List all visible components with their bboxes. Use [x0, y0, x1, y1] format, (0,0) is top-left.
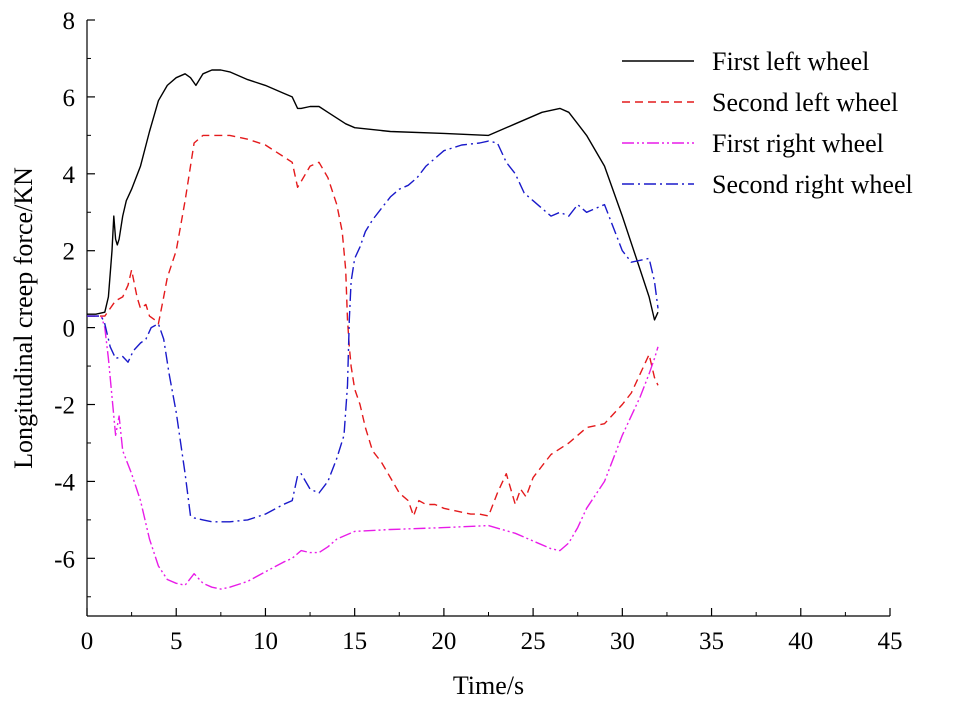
x-tick-label: 10 [253, 628, 278, 655]
y-ticks: -6 -4 -2 0 2 4 6 8 [54, 8, 95, 598]
y-tick-label: -4 [54, 469, 75, 496]
y-axis-label: Longitudinal creep force/KN [9, 167, 38, 469]
x-tick-label: 5 [170, 628, 183, 655]
x-tick-label: 25 [521, 628, 546, 655]
y-tick-label: 2 [63, 239, 76, 266]
x-tick-label: 40 [788, 628, 813, 655]
series-line-2 [87, 134, 659, 517]
x-tick-label: 20 [431, 628, 456, 655]
y-tick-label: -6 [54, 546, 75, 573]
series-line-4 [87, 140, 659, 523]
x-tick-label: 15 [342, 628, 367, 655]
y-tick-label: 4 [63, 162, 76, 189]
x-tick-label: 0 [81, 628, 94, 655]
legend: First left wheel Second left wheel First r… [622, 47, 913, 199]
y-tick-label: 8 [63, 8, 76, 35]
series-line-1 [87, 69, 659, 321]
series-layer [87, 69, 659, 590]
y-tick-label: 0 [63, 316, 76, 343]
y-tick-label: 6 [63, 85, 76, 112]
plot-area: 0 5 10 15 20 25 30 35 40 45 -6 -4 -2 0 2 4 6 8 [54, 8, 902, 655]
legend-label-3: First right wheel [712, 129, 884, 158]
legend-label-4: Second right wheel [712, 170, 913, 199]
series-line-3 [87, 315, 659, 590]
legend-label-2: Second left wheel [712, 88, 898, 117]
x-ticks: 0 5 10 15 20 25 30 35 40 45 [81, 608, 903, 655]
legend-label-1: First left wheel [712, 47, 869, 76]
x-tick-label: 45 [878, 628, 903, 655]
x-tick-label: 30 [610, 628, 635, 655]
x-tick-label: 35 [699, 628, 724, 655]
y-tick-label: -2 [54, 393, 75, 420]
x-axis-label: Time/s [453, 671, 524, 700]
